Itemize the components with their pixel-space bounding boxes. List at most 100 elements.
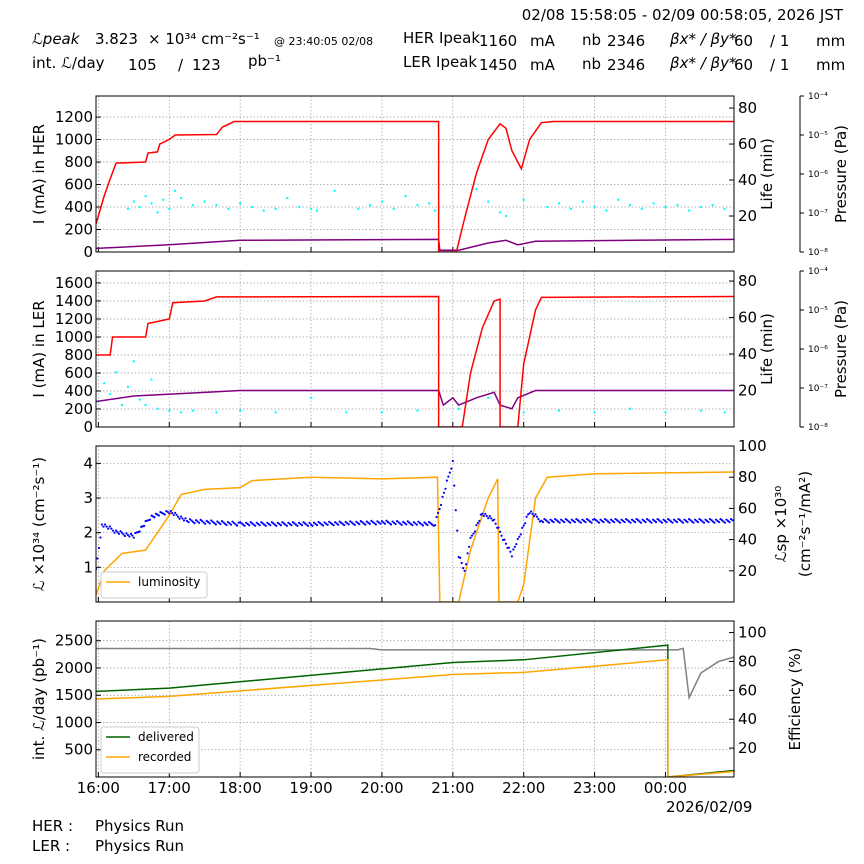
data-point bbox=[597, 521, 601, 524]
data-point bbox=[187, 521, 190, 524]
data-point bbox=[605, 519, 608, 522]
data-point bbox=[239, 521, 242, 524]
y-tick-label: 400 bbox=[64, 198, 93, 216]
data-point bbox=[497, 526, 500, 529]
data-point bbox=[358, 523, 361, 526]
data-point bbox=[329, 521, 332, 525]
data-point bbox=[704, 518, 707, 521]
scatter-point bbox=[404, 195, 407, 198]
data-point bbox=[299, 522, 302, 526]
data-point bbox=[435, 515, 438, 519]
x-tick-label: 22:00 bbox=[502, 779, 545, 797]
data-point bbox=[287, 521, 290, 524]
data-point bbox=[120, 531, 124, 534]
pressure-tick-label: 10⁻⁶ bbox=[808, 345, 828, 355]
data-point bbox=[424, 522, 428, 525]
data-point bbox=[537, 518, 540, 521]
data-point bbox=[328, 520, 331, 523]
data-point bbox=[376, 520, 379, 523]
y2-axis-label: Efficiency (%) bbox=[786, 648, 804, 751]
data-point bbox=[174, 511, 177, 514]
pressure-axis-label: Pressure (Pa) bbox=[832, 125, 850, 223]
data-point bbox=[117, 532, 121, 535]
data-point bbox=[396, 519, 399, 523]
data-point bbox=[114, 529, 118, 532]
data-point bbox=[584, 520, 587, 524]
data-point bbox=[451, 459, 454, 463]
data-point bbox=[507, 546, 511, 549]
y2-tick-label: 20 bbox=[738, 562, 757, 580]
data-point bbox=[148, 518, 152, 521]
data-point bbox=[606, 520, 610, 523]
data-point bbox=[317, 520, 320, 524]
data-point bbox=[108, 525, 111, 528]
data-point bbox=[194, 519, 198, 522]
data-point bbox=[701, 520, 704, 523]
y2-tick-label: 20 bbox=[738, 382, 757, 400]
scatter-point bbox=[309, 396, 313, 400]
data-point bbox=[373, 522, 376, 525]
data-point bbox=[242, 523, 245, 526]
data-point bbox=[344, 520, 347, 524]
series-group bbox=[96, 295, 734, 427]
y-tick-label: 1600 bbox=[55, 274, 93, 292]
data-point bbox=[566, 519, 569, 522]
data-point bbox=[143, 524, 146, 527]
data-point bbox=[163, 513, 166, 516]
data-point bbox=[216, 520, 219, 523]
data-point bbox=[255, 521, 258, 524]
data-point bbox=[623, 520, 626, 524]
data-point bbox=[462, 567, 465, 570]
data-point bbox=[710, 519, 713, 522]
y2-tick-label: 40 bbox=[738, 710, 757, 728]
data-point bbox=[214, 523, 217, 526]
data-point bbox=[618, 521, 622, 524]
pressure-tick-label: 10⁻⁴ bbox=[808, 92, 828, 102]
data-point bbox=[388, 522, 391, 525]
y-tick-label: 4 bbox=[83, 454, 93, 472]
scatter-point bbox=[487, 396, 490, 400]
scatter-point bbox=[664, 411, 667, 414]
data-point bbox=[182, 519, 186, 522]
scatter-point bbox=[357, 207, 360, 211]
data-point bbox=[341, 522, 344, 526]
data-point bbox=[423, 521, 426, 524]
data-point bbox=[722, 520, 725, 523]
ler-ipeak-unit: mA bbox=[530, 56, 556, 74]
data-point bbox=[500, 534, 503, 537]
x-tick-label: 23:00 bbox=[573, 779, 616, 797]
data-point bbox=[318, 522, 322, 525]
scatter-point bbox=[156, 211, 159, 214]
data-point bbox=[102, 525, 105, 528]
scatter-point bbox=[593, 411, 596, 414]
data-point bbox=[680, 520, 683, 523]
data-point bbox=[705, 519, 709, 522]
data-point bbox=[498, 530, 502, 533]
data-point bbox=[725, 518, 728, 521]
data-point bbox=[707, 520, 710, 524]
scatter-point bbox=[723, 411, 726, 414]
data-point bbox=[251, 522, 254, 525]
series-2-line bbox=[96, 120, 734, 252]
data-point bbox=[456, 529, 459, 532]
data-point bbox=[429, 522, 432, 525]
scatter-point bbox=[144, 403, 147, 407]
y2-axis-label: Life (min) bbox=[758, 313, 776, 385]
data-point bbox=[293, 522, 296, 525]
data-point bbox=[558, 521, 561, 524]
y2-tick-label: 80 bbox=[738, 272, 757, 290]
scatter-point bbox=[457, 407, 460, 410]
data-point bbox=[466, 552, 469, 555]
data-point bbox=[678, 519, 682, 522]
data-point bbox=[343, 523, 346, 527]
data-point bbox=[97, 546, 101, 550]
panel-4: 500 1000 1500 2000 2500 20 40 60 80 100 int. ℒ/day… bbox=[30, 620, 804, 797]
scatter-point bbox=[179, 411, 183, 414]
scatter-point bbox=[298, 205, 301, 209]
scatter-point bbox=[274, 411, 277, 414]
data-point bbox=[699, 519, 703, 522]
data-point bbox=[365, 520, 368, 523]
data-point bbox=[553, 517, 557, 521]
data-point bbox=[399, 522, 402, 525]
lpeak-label: ℒpeak bbox=[32, 30, 81, 48]
